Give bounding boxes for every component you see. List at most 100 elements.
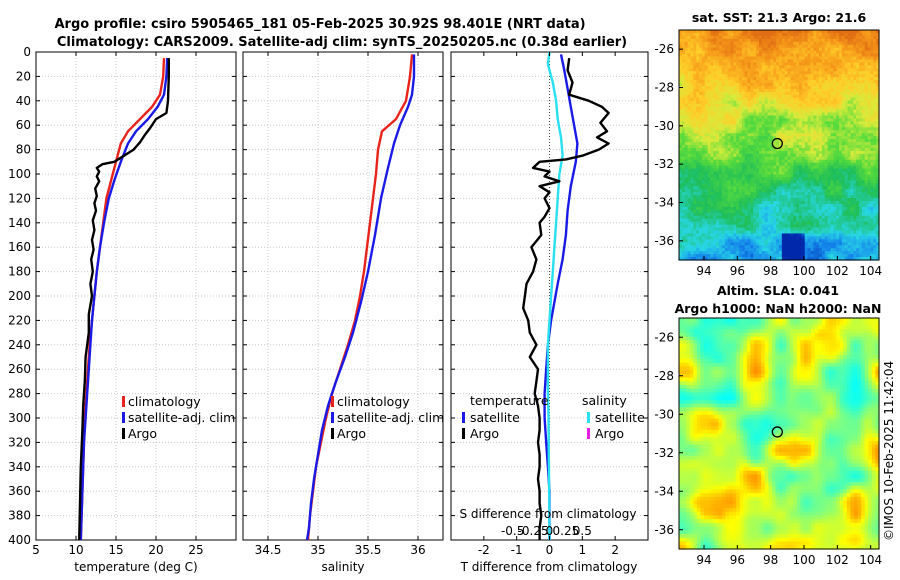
- map-cell: [793, 168, 797, 173]
- map-cell: [699, 106, 703, 111]
- map-cell: [724, 180, 729, 184]
- map-cell: [804, 174, 809, 179]
- map-cell: [721, 212, 726, 217]
- map-cell: [721, 97, 726, 102]
- map-cell: [801, 97, 806, 102]
- map-cell: [810, 162, 814, 167]
- map-cell: [759, 91, 763, 96]
- map-cell: [710, 183, 714, 187]
- map-cell: [836, 150, 840, 155]
- map-cell: [864, 159, 869, 164]
- map-cell: [704, 215, 709, 220]
- map-cell: [693, 88, 697, 93]
- map-cell: [833, 50, 837, 55]
- map-cell: [699, 174, 703, 179]
- map-cell: [847, 77, 852, 81]
- map-cell: [733, 165, 737, 170]
- map-cell: [844, 30, 849, 34]
- map-cell: [759, 124, 763, 128]
- map-cell: [727, 215, 732, 220]
- map-cell: [724, 80, 729, 84]
- map-cell: [813, 47, 817, 52]
- map-cell: [830, 121, 834, 125]
- map-cell: [764, 32, 769, 37]
- map-cell: [716, 186, 720, 190]
- map-cell: [724, 127, 729, 131]
- map-cell: [787, 198, 792, 202]
- map-cell: [713, 189, 717, 193]
- map-cell: [801, 189, 806, 193]
- map-cell: [713, 195, 717, 199]
- map-cell: [776, 147, 780, 152]
- map-cell: [804, 50, 809, 55]
- map-cell: [733, 47, 737, 52]
- map-cell: [724, 88, 729, 93]
- map-cell: [844, 171, 849, 176]
- map-cell: [830, 189, 834, 193]
- map-cell: [679, 127, 683, 131]
- map-cell: [787, 94, 792, 99]
- map-cell: [801, 115, 806, 120]
- map-cell: [721, 147, 726, 152]
- map-cell: [770, 62, 774, 66]
- map-cell: [719, 106, 723, 111]
- map-cell: [710, 130, 714, 134]
- map-cell: [841, 224, 846, 229]
- map-cell: [810, 165, 814, 170]
- map-cell: [784, 177, 789, 181]
- map-cell: [730, 109, 734, 114]
- map-cell: [773, 83, 777, 87]
- map-cell: [701, 192, 706, 196]
- map-cell: [747, 118, 752, 123]
- map-cell: [810, 136, 814, 140]
- map-cell: [736, 109, 740, 114]
- map-cell: [690, 195, 694, 199]
- map-cell: [824, 59, 829, 64]
- map-cell: [699, 165, 703, 170]
- map-cell: [824, 159, 829, 164]
- map-cell: [759, 218, 763, 223]
- map-cell: [767, 77, 772, 81]
- map-cell: [716, 74, 720, 78]
- map-cell: [776, 156, 780, 161]
- map-cell: [727, 162, 732, 167]
- map-cell: [770, 180, 774, 184]
- map-cell: [793, 83, 797, 87]
- map-cell: [684, 56, 689, 61]
- map-cell: [844, 65, 849, 69]
- map-cell: [856, 35, 860, 40]
- map-cell: [850, 212, 854, 217]
- map-cell: [787, 136, 792, 140]
- map-cell: [781, 189, 786, 193]
- map-cell: [701, 183, 706, 187]
- map-cell: [741, 62, 746, 66]
- map-cell: [693, 156, 697, 161]
- map-cell: [747, 168, 752, 173]
- map-cell: [767, 136, 772, 140]
- map-cell: [827, 71, 832, 75]
- map-cell: [719, 133, 723, 137]
- map-cell: [707, 136, 712, 140]
- map-cell: [864, 139, 869, 143]
- map-cell: [856, 201, 860, 205]
- map-cell: [864, 209, 869, 214]
- map-cell: [819, 139, 823, 143]
- map-cell: [679, 171, 683, 176]
- map-cell: [847, 56, 852, 61]
- map-cell: [696, 168, 700, 173]
- map-cell: [787, 221, 792, 226]
- map-cell: [690, 35, 694, 40]
- map-cell: [856, 74, 860, 78]
- map-cell: [819, 109, 823, 114]
- map-cell: [747, 47, 752, 52]
- map-cell: [859, 159, 863, 164]
- map-cell: [701, 130, 706, 134]
- map-cell: [776, 118, 780, 123]
- map-cell: [807, 30, 812, 34]
- map-cell: [839, 38, 843, 43]
- map-cell: [864, 41, 869, 46]
- map-cell: [744, 215, 749, 220]
- map-cell: [707, 198, 712, 202]
- map-cell: [839, 77, 843, 81]
- map-cell: [861, 94, 866, 99]
